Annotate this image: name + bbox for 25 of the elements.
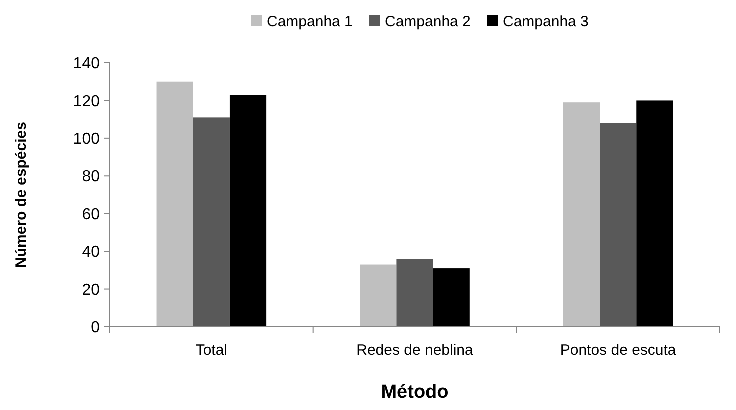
bar [193, 118, 230, 327]
legend-label: Campanha 1 [267, 13, 353, 30]
bar [636, 100, 674, 327]
x-tick-label: Pontos de escuta [560, 342, 677, 359]
bar [360, 264, 397, 327]
y-tick-label: 100 [73, 131, 100, 148]
bar [396, 259, 434, 327]
y-tick-label: 20 [82, 282, 100, 299]
y-axis-title: Número de espécies [13, 122, 30, 268]
y-tick-label: 120 [73, 93, 100, 110]
legend-label: Campanha 3 [503, 13, 589, 30]
bar [433, 268, 470, 327]
bar [230, 95, 267, 327]
y-tick-label: 60 [82, 206, 100, 224]
x-tick-label: Redes de neblina [356, 342, 474, 359]
y-tick-label: 40 [82, 244, 100, 262]
bar [156, 82, 194, 327]
legend-label: Campanha 2 [385, 13, 471, 30]
x-tick-label: Total [196, 342, 228, 359]
x-axis-title: Método [381, 382, 449, 403]
bar [600, 123, 637, 327]
bar [563, 102, 600, 327]
y-tick-label: 140 [73, 56, 100, 73]
y-tick-label: 80 [82, 168, 100, 186]
y-tick-label: 0 [91, 320, 100, 337]
